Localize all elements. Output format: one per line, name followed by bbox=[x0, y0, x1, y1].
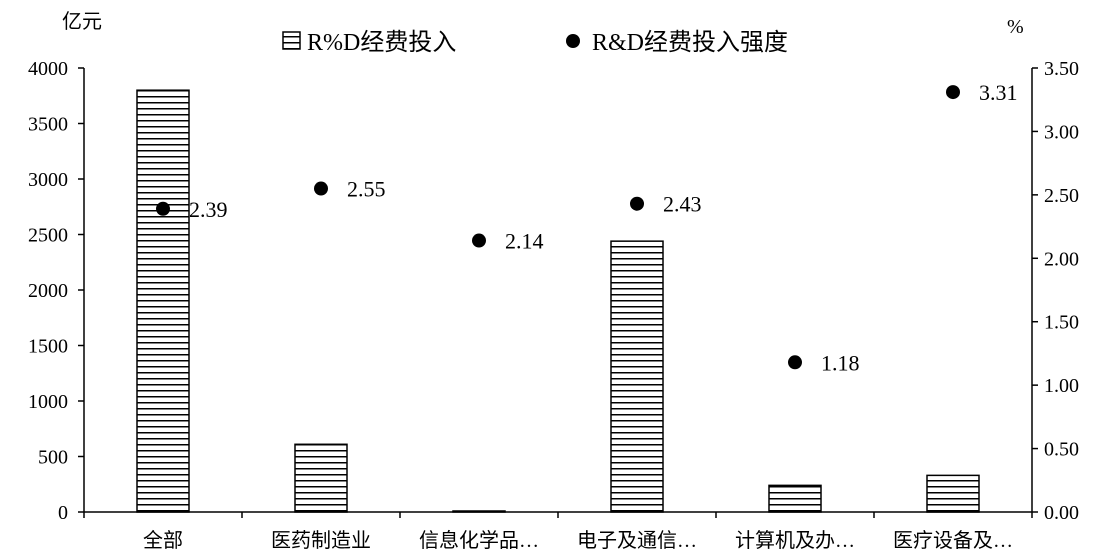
bar bbox=[136, 89, 190, 513]
left-tick-label: 500 bbox=[38, 447, 68, 469]
dot-series bbox=[156, 85, 960, 370]
left-tick-label: 4000 bbox=[28, 58, 68, 80]
bar bbox=[926, 474, 980, 513]
right-tick-label: 3.50 bbox=[1044, 58, 1079, 80]
intensity-dot bbox=[156, 201, 170, 216]
right-tick-label: 2.00 bbox=[1044, 248, 1079, 270]
bar-series bbox=[136, 89, 980, 513]
intensity-dot bbox=[788, 355, 802, 370]
legend-dot-swatch bbox=[566, 34, 580, 48]
intensity-dot bbox=[314, 181, 328, 196]
legend: R%D经费投入 R&D经费投入强度 bbox=[282, 29, 788, 56]
left-tick-label: 1500 bbox=[28, 336, 68, 358]
right-tick-label: 0.50 bbox=[1044, 439, 1079, 461]
left-tick-label: 0 bbox=[58, 502, 68, 524]
right-tick-label: 1.50 bbox=[1044, 312, 1079, 334]
bar bbox=[768, 484, 822, 513]
right-tick-label: 2.50 bbox=[1044, 185, 1079, 207]
left-tick-label: 2000 bbox=[28, 280, 68, 302]
left-axis-ticks: 0 500 1000 1500 2000 2500 3000 3500 4000 bbox=[28, 58, 84, 524]
right-tick-label: 1.00 bbox=[1044, 375, 1079, 397]
right-axis-unit: % bbox=[1007, 16, 1024, 38]
intensity-data-label: 2.43 bbox=[663, 192, 702, 217]
right-tick-label: 3.00 bbox=[1044, 121, 1079, 143]
bar bbox=[610, 240, 664, 513]
left-tick-label: 3500 bbox=[28, 114, 68, 136]
left-axis-unit: 亿元 bbox=[62, 10, 102, 33]
left-tick-label: 1000 bbox=[28, 391, 68, 413]
legend-dot-label: R&D经费投入强度 bbox=[592, 29, 788, 56]
intensity-data-label: 2.39 bbox=[189, 197, 228, 222]
intensity-data-label: 1.18 bbox=[821, 350, 860, 375]
legend-bar-label: R%D经费投入 bbox=[307, 29, 456, 56]
x-category-label: 医疗设备及… bbox=[893, 529, 1013, 552]
x-category-label: 信息化学品… bbox=[419, 529, 539, 552]
x-category-label: 计算机及办… bbox=[735, 529, 855, 552]
bar bbox=[452, 510, 506, 513]
left-tick-label: 2500 bbox=[28, 225, 68, 247]
x-category-label: 全部 bbox=[143, 529, 183, 552]
bar bbox=[294, 443, 348, 513]
legend-bar-swatch bbox=[282, 31, 301, 50]
intensity-data-label: 2.14 bbox=[505, 229, 544, 254]
intensity-dot bbox=[630, 196, 644, 211]
right-axis-ticks: 0.00 0.50 1.00 1.50 2.00 2.50 3.00 3.50 bbox=[1032, 58, 1079, 524]
intensity-dot bbox=[472, 233, 486, 248]
x-category-label: 医药制造业 bbox=[271, 529, 371, 552]
intensity-data-label: 3.31 bbox=[979, 80, 1018, 105]
intensity-data-label: 2.55 bbox=[347, 177, 386, 202]
left-tick-label: 3000 bbox=[28, 169, 68, 191]
x-axis-ticks: 全部 医药制造业 信息化学品… 电子及通信… 计算机及办… 医疗设备及… bbox=[83, 512, 1033, 552]
data-labels: 2.39 2.55 2.14 2.43 1.18 3.31 bbox=[189, 80, 1018, 375]
right-tick-label: 0.00 bbox=[1044, 502, 1079, 524]
x-category-label: 电子及通信… bbox=[577, 529, 697, 552]
intensity-dot bbox=[946, 85, 960, 100]
